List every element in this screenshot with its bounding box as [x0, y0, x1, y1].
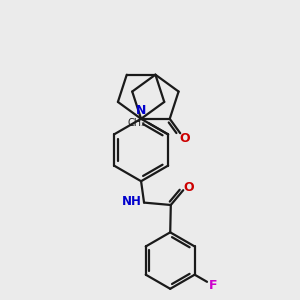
Text: O: O — [179, 132, 190, 145]
Text: O: O — [183, 181, 194, 194]
Text: N: N — [136, 104, 146, 117]
Text: CH₃: CH₃ — [127, 118, 145, 128]
Text: NH: NH — [122, 195, 142, 208]
Text: F: F — [208, 279, 217, 292]
